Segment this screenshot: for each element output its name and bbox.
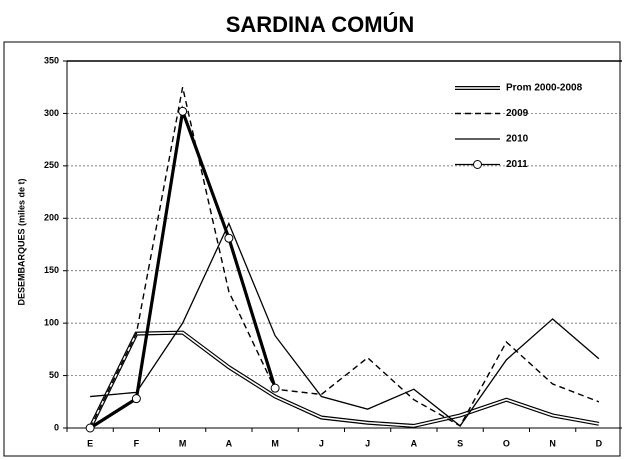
x-tick-label: M [179, 438, 187, 448]
y-tick-label: 50 [49, 370, 59, 380]
series-line [90, 221, 600, 427]
y-tick-label: 150 [44, 265, 59, 275]
y-tick-label: 300 [44, 108, 59, 118]
legend-label: Prom 2000-2008 [506, 83, 583, 94]
legend-label: 2009 [506, 108, 529, 119]
data-point [224, 233, 234, 243]
data-point [178, 106, 188, 116]
x-tick-label: J [319, 438, 324, 448]
x-tick-label: F [134, 438, 140, 448]
x-tick-label: A [411, 438, 418, 448]
data-point [131, 394, 141, 404]
y-tick-label: 200 [44, 213, 59, 223]
y-tick-label: 100 [44, 318, 59, 328]
data-point [270, 383, 280, 393]
chart-title: SARDINA COMÚN [226, 12, 415, 37]
data-point [85, 423, 95, 433]
chart-frame [3, 41, 621, 457]
y-tick-label: 350 [44, 55, 59, 65]
x-tick-label: J [365, 438, 370, 448]
y-tick-label: 250 [44, 160, 59, 170]
y-tick-label: 0 [54, 422, 59, 432]
x-tick-label: E [87, 438, 93, 448]
legend-label: 2011 [506, 159, 528, 170]
x-tick-label: O [503, 438, 510, 448]
series-line [89, 331, 600, 429]
x-tick-label: M [271, 438, 279, 448]
y-axis-label: DESEMBARQUES (miles de t) [16, 178, 26, 305]
x-tick-label: D [596, 438, 603, 448]
x-tick-label: A [226, 438, 233, 448]
x-tick-label: N [549, 438, 556, 448]
x-tick-label: S [457, 438, 463, 448]
legend-marker [473, 160, 482, 169]
series-line [89, 87, 600, 429]
legend-label: 2010 [506, 134, 529, 145]
